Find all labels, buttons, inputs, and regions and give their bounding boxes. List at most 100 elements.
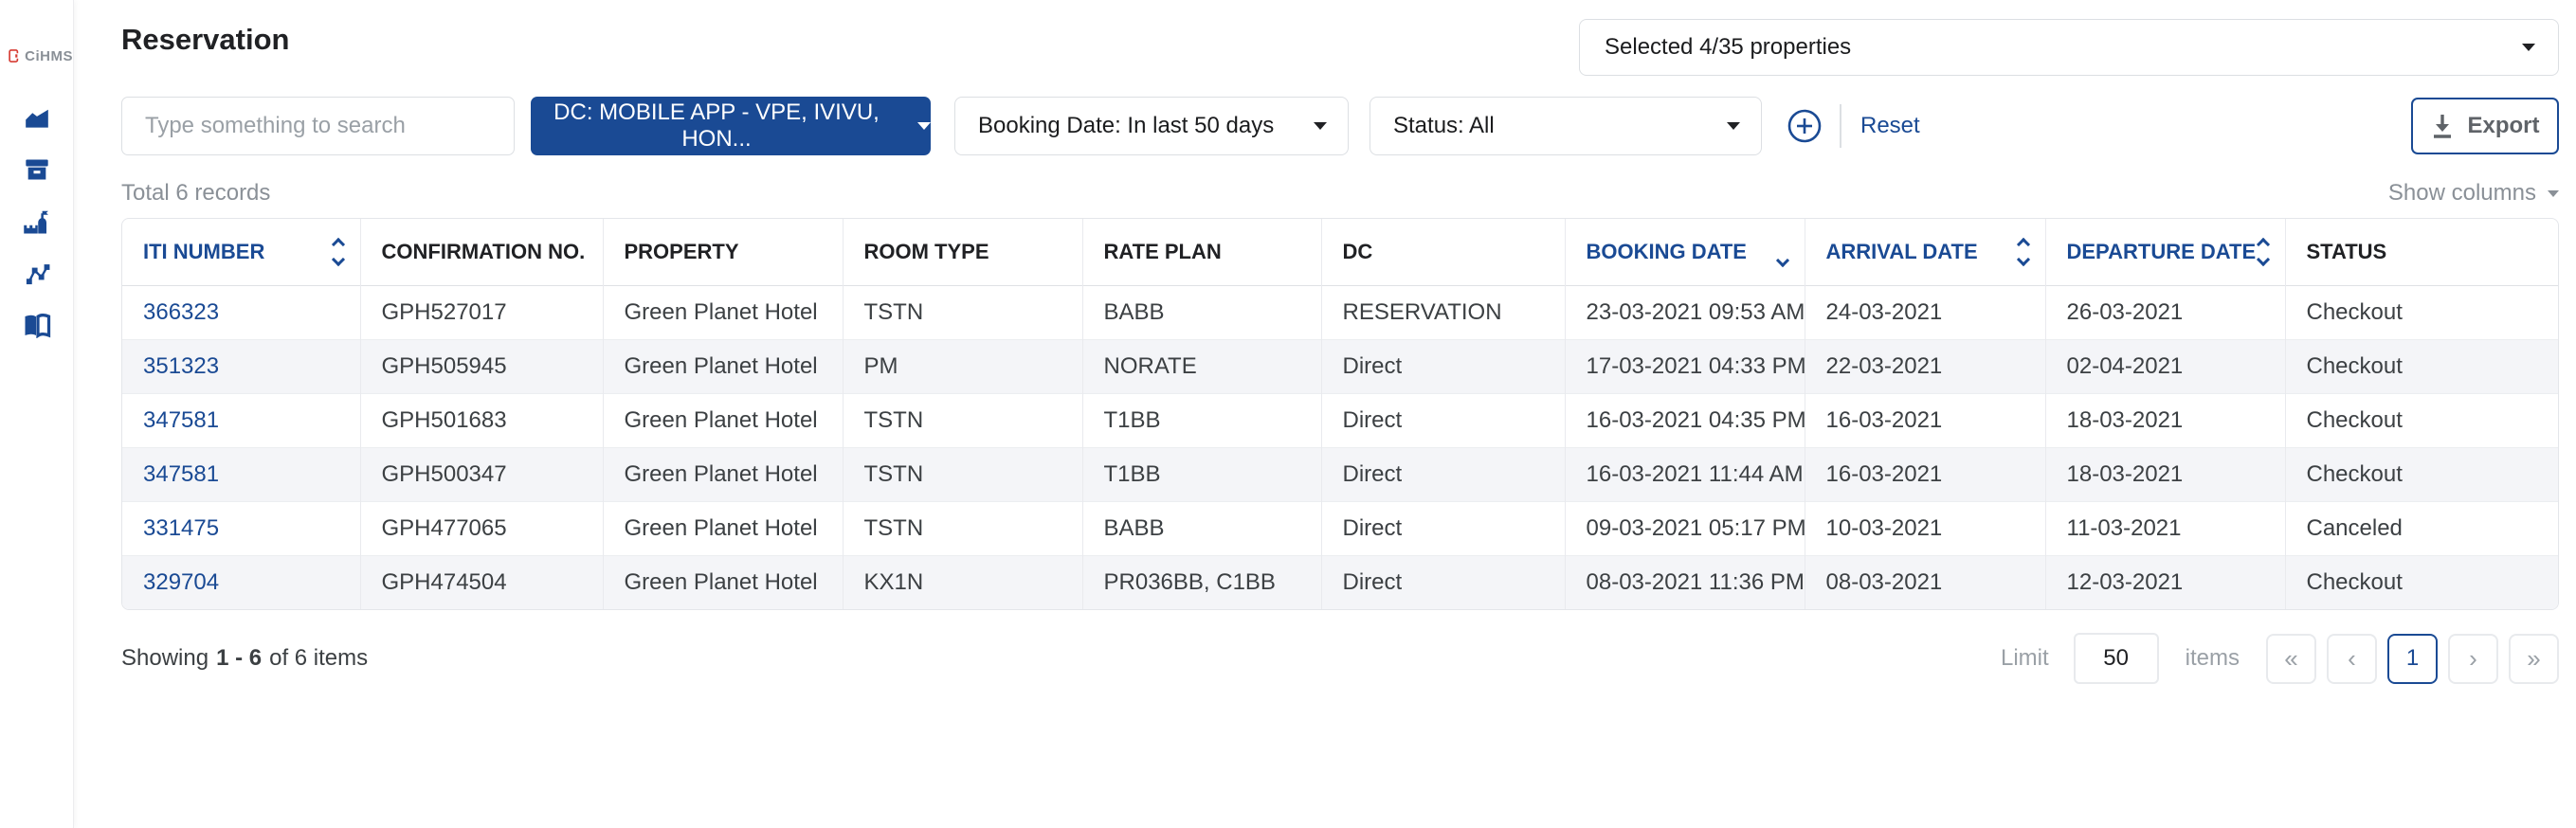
property-selector-value: Selected 4/35 properties: [1605, 34, 1852, 60]
sort-icon: [2256, 237, 2270, 266]
departure-date-cell: 02-04-2021: [2045, 339, 2286, 393]
status-cell: Checkout: [2306, 568, 2403, 595]
last-page-button[interactable]: »: [2509, 633, 2559, 684]
arrival-date-cell: 16-03-2021: [1805, 447, 2046, 501]
sort-icon: [2016, 237, 2030, 266]
column-header-iti-number[interactable]: ITI NUMBER: [122, 219, 361, 285]
network-graph-icon: [26, 264, 49, 285]
booking-date-cell: 17-03-2021 04:33 PM: [1565, 339, 1805, 393]
show-columns-toggle[interactable]: Show columns: [2388, 180, 2559, 207]
booking-date-cell: 16-03-2021 11:44 AM: [1565, 447, 1805, 501]
property-cell: Green Planet Hotel: [603, 501, 844, 555]
booking-date-filter-value: Booking Date: In last 50 days: [978, 113, 1275, 138]
column-header-booking-date[interactable]: BOOKING DATE: [1565, 219, 1805, 285]
confirmation-cell: GPH527017: [360, 285, 604, 339]
reset-link[interactable]: Reset: [1860, 113, 1920, 138]
iti-number-link[interactable]: 366323: [122, 285, 361, 339]
dc-cell: Direct: [1321, 339, 1566, 393]
rate-plan-cell: PR036BB, C1BB: [1082, 555, 1322, 609]
export-button[interactable]: Export: [2411, 98, 2559, 154]
property-selector[interactable]: Selected 4/35 properties: [1579, 19, 2559, 76]
chevron-down-icon: [2548, 189, 2559, 197]
sidebar-item-inventory[interactable]: [23, 156, 51, 183]
room-type-cell: TSTN: [843, 447, 1083, 501]
total-records: Total 6 records: [121, 180, 271, 206]
room-type-cell: TSTN: [843, 393, 1083, 447]
limit-input[interactable]: [2073, 633, 2159, 684]
property-cell: Green Planet Hotel: [603, 339, 844, 393]
sort-desc-icon: [1775, 253, 1789, 268]
table-row: 347581 GPH500347 Green Planet Hotel TSTN…: [122, 447, 2558, 501]
reservations-table: ITI NUMBER CONFIRMATION NO. PROPERTY ROO…: [121, 218, 2559, 610]
search-input[interactable]: [121, 97, 515, 155]
booking-date-cell: 23-03-2021 09:53 AM: [1565, 285, 1805, 339]
dc-cell: RESERVATION: [1321, 285, 1566, 339]
column-header-status: STATUS: [2306, 239, 2387, 263]
departure-date-cell: 18-03-2021: [2045, 393, 2286, 447]
page-1-button[interactable]: 1: [2387, 633, 2438, 684]
status-filter-value: Status: All: [1393, 113, 1495, 138]
page-header: Reservation Selected 4/35 properties: [121, 19, 2559, 76]
table-row: 331475 GPH477065 Green Planet Hotel TSTN…: [122, 501, 2558, 555]
sidebar-item-analytics[interactable]: [23, 104, 51, 131]
book-icon: [25, 314, 50, 338]
rate-plan-cell: NORATE: [1082, 339, 1322, 393]
arrival-date-cell: 22-03-2021: [1805, 339, 2046, 393]
column-header-arrival-date[interactable]: ARRIVAL DATE: [1805, 219, 2046, 285]
booking-date-filter[interactable]: Booking Date: In last 50 days: [954, 97, 1349, 155]
status-cell: Checkout: [2306, 406, 2403, 433]
dc-filter-button[interactable]: DC: MOBILE APP - VPE, IVIVU, HON...: [531, 97, 931, 155]
dc-filter-label: DC: MOBILE APP - VPE, IVIVU, HON...: [553, 99, 880, 152]
column-header-departure-date[interactable]: DEPARTURE DATE: [2045, 219, 2286, 285]
page-buttons: « ‹ 1 › »: [2266, 633, 2559, 684]
chevron-down-icon: [1727, 122, 1740, 130]
show-columns-label: Show columns: [2387, 180, 2536, 206]
booking-date-cell: 16-03-2021 04:35 PM: [1565, 393, 1805, 447]
departure-date-cell: 11-03-2021: [2045, 501, 2286, 555]
plus-circle-icon: [1787, 109, 1822, 143]
showing-range: 1 - 6: [216, 645, 263, 671]
confirmation-cell: GPH501683: [360, 393, 604, 447]
pager: Limit items « ‹ 1 › »: [2001, 633, 2559, 684]
booking-date-cell: 08-03-2021 11:36 PM: [1565, 555, 1805, 609]
showing-summary: Showing 1 - 6 of 6 items: [121, 645, 369, 671]
first-page-button[interactable]: «: [2266, 633, 2316, 684]
room-type-cell: PM: [843, 339, 1083, 393]
table-row: 351323 GPH505945 Green Planet Hotel PM N…: [122, 339, 2558, 393]
sidebar-item-reservations[interactable]: [23, 313, 51, 339]
column-header-dc: DC: [1321, 219, 1566, 285]
column-header-property: PROPERTY: [603, 219, 844, 285]
property-cell: Green Planet Hotel: [603, 555, 844, 609]
next-page-button[interactable]: ›: [2448, 633, 2498, 684]
property-cell: Green Planet Hotel: [603, 447, 844, 501]
archive-box-icon: [25, 159, 48, 180]
limit-label: Limit: [2000, 645, 2049, 671]
iti-number-link[interactable]: 347581: [122, 447, 361, 501]
chevron-down-icon: [917, 122, 931, 130]
dc-cell: Direct: [1321, 393, 1566, 447]
iti-number-link[interactable]: 331475: [122, 501, 361, 555]
property-cell: Green Planet Hotel: [603, 285, 844, 339]
pagination-bar: Showing 1 - 6 of 6 items Limit items « ‹…: [121, 633, 2559, 684]
status-cell: Checkout: [2306, 298, 2403, 325]
chevron-down-icon: [1314, 122, 1327, 130]
confirmation-cell: GPH505945: [360, 339, 604, 393]
iti-number-link[interactable]: 347581: [122, 393, 361, 447]
export-label: Export: [2467, 113, 2540, 138]
prev-page-button[interactable]: ‹: [2327, 633, 2377, 684]
iti-number-link[interactable]: 351323: [122, 339, 361, 393]
dc-cell: Direct: [1321, 447, 1566, 501]
sidebar-item-property[interactable]: [23, 208, 51, 235]
iti-number-link[interactable]: 329704: [122, 555, 361, 609]
table-row: 366323 GPH527017 Green Planet Hotel TSTN…: [122, 285, 2558, 339]
sidebar-item-distribution[interactable]: [23, 261, 51, 287]
dc-cell: Direct: [1321, 555, 1566, 609]
sort-icon: [331, 237, 345, 266]
arrival-date-cell: 16-03-2021: [1805, 393, 2046, 447]
castle-icon: [23, 210, 48, 234]
page-title: Reservation: [121, 23, 290, 56]
sidebar-nav: [0, 104, 73, 339]
status-filter[interactable]: Status: All: [1370, 97, 1762, 155]
add-filter-button[interactable]: [1787, 108, 1823, 144]
departure-date-cell: 26-03-2021: [2045, 285, 2286, 339]
